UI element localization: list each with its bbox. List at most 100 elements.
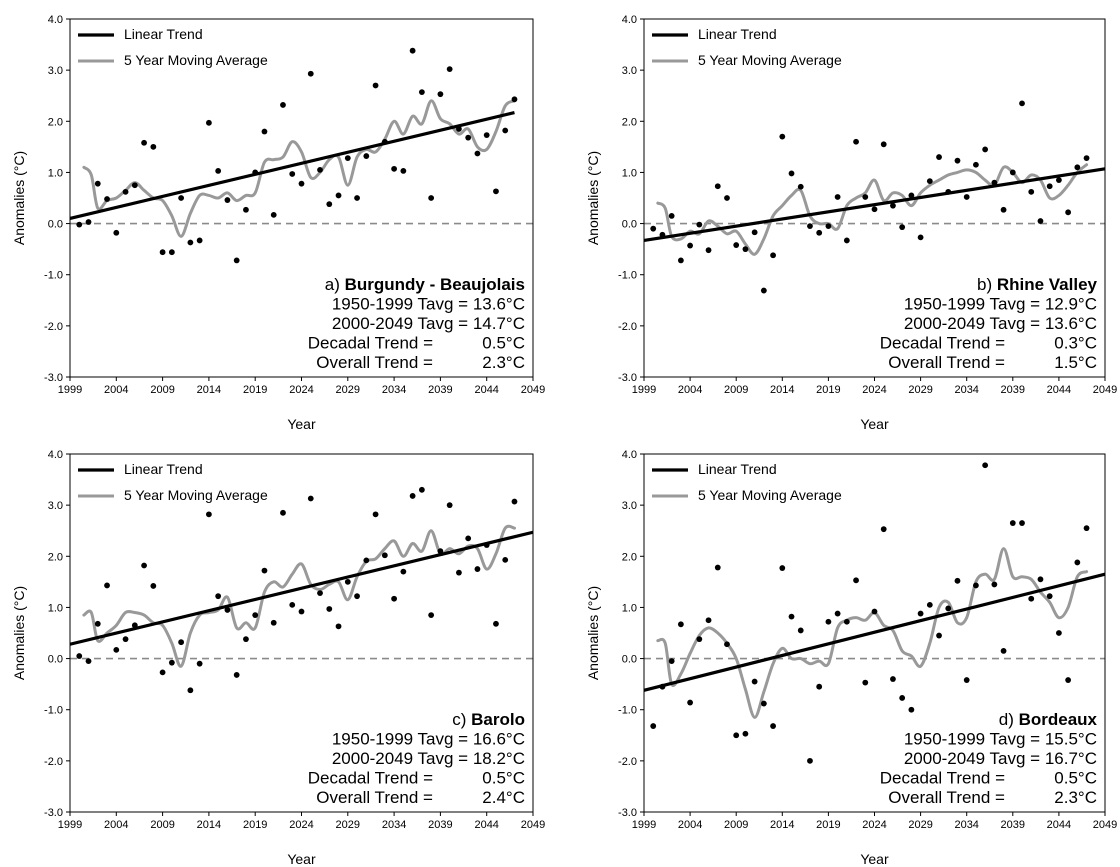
data-point (1009, 520, 1016, 526)
y-tick-label: 3.0 (48, 65, 63, 77)
data-point (954, 577, 961, 584)
data-point (363, 153, 370, 159)
moving-average-line (82, 524, 516, 668)
x-tick-label: 2019 (816, 384, 840, 396)
data-point (843, 618, 850, 625)
data-point (899, 695, 906, 701)
data-point (862, 679, 869, 686)
data-point (381, 552, 388, 559)
data-point (465, 535, 472, 542)
data-point (890, 676, 896, 682)
future-period-tavg: 2000-2049 Tavg = 18.2°C (332, 749, 525, 768)
baseline-period-tavg: 1950-1999 Tavg = 15.5°C (904, 730, 1097, 749)
data-point (816, 683, 823, 690)
y-tick-label: 2.0 (622, 551, 637, 563)
decadal-trend-value: 0.3°C (1054, 334, 1097, 353)
data-point (493, 188, 499, 195)
baseline-period-tavg-label: 1950-1999 Tavg = (332, 295, 473, 314)
y-tick-label: 0.0 (622, 654, 637, 666)
data-point (936, 632, 942, 639)
x-tick-label: 2034 (382, 819, 406, 831)
x-tick-label: 2044 (474, 819, 498, 831)
data-point (113, 646, 120, 653)
data-point (926, 178, 933, 185)
decadal-trend-label: Decadal Trend = (308, 769, 433, 788)
x-tick-label: 2024 (862, 819, 886, 831)
data-point (261, 128, 268, 135)
data-point (714, 183, 721, 190)
y-tick-label: -1.0 (618, 705, 637, 717)
y-tick-label: -1.0 (44, 705, 63, 717)
data-point (206, 511, 212, 518)
data-point (456, 569, 462, 576)
data-point (659, 683, 666, 690)
legend: Linear Trend 5 Year Moving Average (78, 26, 268, 68)
data-point (926, 601, 933, 608)
data-point (159, 249, 166, 256)
legend: Linear Trend 5 Year Moving Average (78, 461, 268, 503)
data-point (437, 548, 444, 555)
overall-trend-label: Overall Trend = (316, 353, 433, 372)
data-point (233, 672, 240, 678)
data-point (1056, 630, 1062, 636)
data-point (446, 66, 453, 73)
y-tick-label: 4.0 (622, 14, 637, 26)
x-tick-label: 2034 (954, 384, 978, 396)
y-tick-label: 2.0 (622, 116, 637, 128)
data-point (1083, 155, 1090, 162)
data-point (825, 618, 832, 625)
data-point (917, 610, 924, 617)
data-point (1037, 576, 1044, 583)
panel-title: a) Burgundy - Beaujolais (325, 275, 525, 294)
data-point (122, 188, 129, 195)
data-point (437, 91, 444, 98)
y-tick-label: 0.0 (622, 219, 637, 231)
future-period-tavg-value: 18.2°C (473, 749, 525, 768)
data-point (131, 622, 138, 629)
future-period-tavg-label: 2000-2049 Tavg = (904, 314, 1045, 333)
data-point (159, 669, 166, 676)
data-point (687, 242, 693, 249)
decadal-trend-label: Decadal Trend = (880, 334, 1005, 353)
x-tick-label: 2029 (908, 384, 932, 396)
data-point (853, 577, 859, 584)
data-point (141, 139, 147, 146)
legend-label-linear-trend: Linear Trend (124, 461, 203, 477)
data-point (363, 557, 370, 564)
data-point (1000, 648, 1007, 654)
data-point (178, 639, 185, 646)
x-tick-label: 2019 (816, 819, 840, 831)
x-tick-label: 2039 (428, 819, 452, 831)
data-point (816, 229, 823, 236)
legend-label-moving-average: 5 Year Moving Average (698, 52, 842, 68)
data-point (335, 192, 342, 199)
data-point (677, 621, 684, 628)
data-point (733, 242, 740, 248)
y-tick-label: 1.0 (48, 167, 63, 179)
data-point (945, 605, 952, 612)
data-point (511, 96, 518, 103)
x-tick-label: 2049 (521, 384, 545, 396)
data-point (705, 617, 712, 624)
data-point (834, 194, 841, 200)
data-point (991, 581, 998, 588)
x-tick-label: 2014 (197, 819, 221, 831)
data-point (104, 196, 110, 202)
data-point (1028, 595, 1035, 602)
data-point (677, 257, 684, 264)
data-point (890, 202, 896, 209)
y-tick-label: 3.0 (622, 500, 637, 512)
y-tick-label: 0.0 (48, 654, 63, 666)
data-point (834, 610, 841, 617)
data-point (104, 582, 110, 589)
x-tick-label: 2014 (770, 384, 794, 396)
baseline-period-tavg-value: 16.6°C (473, 730, 525, 749)
data-point (215, 167, 222, 174)
data-point (853, 138, 859, 145)
data-point (973, 161, 979, 168)
data-point (280, 509, 286, 516)
x-tick-label: 2049 (521, 819, 545, 831)
x-axis-title: Year (287, 416, 316, 432)
chart-panel-4: 1999 2004 2009 2014 2019 2024 2029 2034 2039 2044… (585, 449, 1117, 867)
